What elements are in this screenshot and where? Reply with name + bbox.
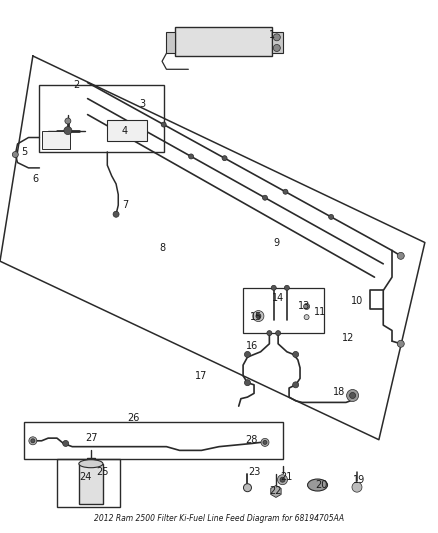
Circle shape	[278, 475, 287, 484]
Circle shape	[189, 154, 194, 159]
Text: 9: 9	[273, 238, 279, 247]
Circle shape	[293, 351, 299, 358]
Circle shape	[284, 285, 290, 290]
Circle shape	[65, 118, 71, 124]
Text: 1: 1	[268, 30, 275, 39]
Circle shape	[253, 311, 264, 321]
Circle shape	[304, 303, 310, 310]
Bar	[272, 32, 283, 53]
Circle shape	[280, 477, 285, 482]
Text: 4: 4	[122, 126, 128, 135]
Bar	[39, 85, 164, 152]
Text: 6: 6	[32, 174, 38, 183]
Circle shape	[12, 151, 18, 158]
Text: 23: 23	[248, 467, 260, 477]
Circle shape	[113, 211, 119, 217]
Circle shape	[273, 44, 280, 52]
Circle shape	[304, 314, 309, 320]
Text: 25: 25	[97, 467, 109, 477]
Text: 21: 21	[281, 472, 293, 482]
Circle shape	[262, 195, 268, 200]
Text: 17: 17	[195, 371, 208, 381]
Text: 14: 14	[272, 294, 284, 303]
Text: 2: 2	[74, 80, 80, 90]
Text: 15: 15	[250, 312, 262, 322]
Text: 3: 3	[139, 99, 145, 109]
Circle shape	[244, 351, 251, 358]
Circle shape	[161, 122, 166, 127]
Text: 5: 5	[21, 147, 27, 157]
Text: 24: 24	[79, 472, 92, 482]
Text: 13: 13	[298, 302, 311, 311]
Text: 22: 22	[270, 487, 282, 496]
Circle shape	[271, 285, 276, 290]
Circle shape	[346, 390, 359, 401]
Circle shape	[328, 214, 334, 220]
Circle shape	[276, 330, 281, 336]
Circle shape	[352, 482, 362, 492]
Circle shape	[64, 126, 72, 135]
Text: 2012 Ram 2500 Filter Ki-Fuel Line Feed Diagram for 68194705AA: 2012 Ram 2500 Filter Ki-Fuel Line Feed D…	[94, 514, 344, 523]
Circle shape	[267, 330, 272, 336]
Bar	[24, 422, 283, 459]
Text: 10: 10	[351, 296, 363, 306]
Text: 11: 11	[314, 307, 326, 317]
Circle shape	[273, 34, 280, 41]
Circle shape	[350, 392, 356, 399]
Circle shape	[63, 440, 69, 447]
Circle shape	[263, 440, 267, 445]
Circle shape	[397, 252, 404, 260]
Bar	[175, 27, 272, 56]
Circle shape	[222, 156, 227, 160]
Ellipse shape	[79, 459, 103, 468]
Text: 19: 19	[353, 475, 365, 484]
Bar	[79, 464, 103, 504]
Text: REG: REG	[120, 128, 134, 133]
Circle shape	[29, 437, 37, 445]
Text: 20: 20	[316, 480, 328, 490]
Circle shape	[256, 313, 261, 319]
Circle shape	[244, 483, 251, 492]
Text: 16: 16	[246, 342, 258, 351]
Circle shape	[244, 379, 251, 386]
Text: 27: 27	[86, 433, 98, 443]
Bar	[42, 131, 70, 149]
Circle shape	[283, 189, 288, 194]
Ellipse shape	[307, 479, 328, 491]
Bar	[57, 459, 120, 507]
Text: 28: 28	[246, 435, 258, 445]
Circle shape	[31, 439, 35, 443]
Text: 7: 7	[122, 200, 128, 210]
Text: 8: 8	[159, 243, 165, 253]
Text: 26: 26	[127, 414, 140, 423]
Circle shape	[261, 438, 269, 447]
Circle shape	[397, 340, 404, 348]
Text: 18: 18	[333, 387, 346, 397]
Circle shape	[293, 382, 299, 388]
Bar	[166, 32, 175, 53]
Bar	[243, 288, 324, 333]
Text: 12: 12	[342, 334, 354, 343]
Bar	[107, 120, 147, 141]
